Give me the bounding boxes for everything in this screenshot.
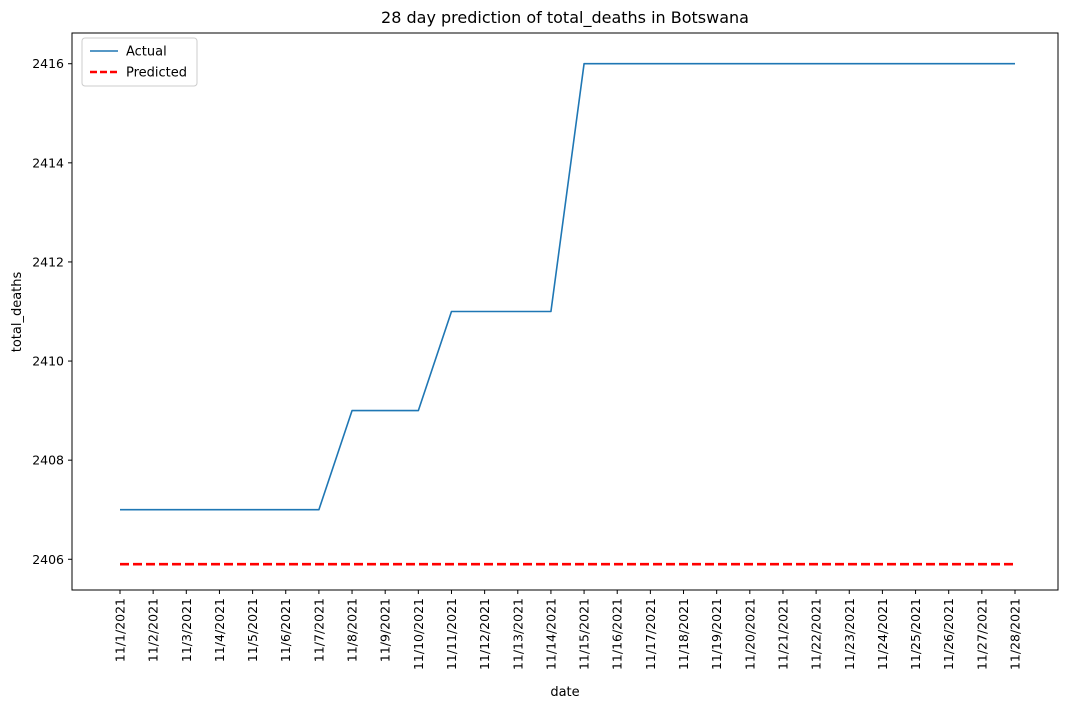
plot-frame	[71, 32, 1059, 591]
x-tick-label: 11/10/2021	[411, 598, 426, 670]
x-tick-label: 11/20/2021	[742, 598, 757, 670]
x-tick-label: 11/12/2021	[477, 598, 492, 670]
x-tick-label: 11/15/2021	[577, 598, 592, 670]
x-tick-label: 11/11/2021	[444, 598, 459, 670]
x-tick-label: 11/23/2021	[842, 598, 857, 670]
x-tick-label: 11/25/2021	[908, 598, 923, 670]
x-tick-label: 11/5/2021	[245, 598, 260, 662]
y-tick-label: 2410	[32, 354, 64, 369]
x-tick-label: 11/1/2021	[113, 598, 128, 662]
x-tick-label: 11/18/2021	[676, 598, 691, 670]
x-tick-label: 11/24/2021	[875, 598, 890, 670]
x-tick-label: 11/4/2021	[212, 598, 227, 662]
x-tick-label: 11/21/2021	[775, 598, 790, 670]
x-tick-label: 11/19/2021	[709, 598, 724, 670]
chart-title: 28 day prediction of total_deaths in Bot…	[381, 8, 749, 28]
x-tick-label: 11/17/2021	[643, 598, 658, 670]
x-tick-label: 11/28/2021	[1008, 598, 1023, 670]
plot-area	[71, 32, 1059, 591]
y-axis-label: total_deaths	[10, 272, 25, 353]
x-tick-label: 11/9/2021	[378, 598, 393, 662]
y-tick-label: 2412	[32, 254, 64, 269]
x-tick-label: 11/26/2021	[941, 598, 956, 670]
x-tick-label: 11/2/2021	[146, 598, 161, 662]
y-tick-label: 2414	[32, 155, 64, 170]
x-tick-label: 11/6/2021	[278, 598, 293, 662]
y-axis: 2406 2408 2410 2412 2414 2416	[32, 56, 72, 567]
x-axis: 11/1/2021 11/2/2021 11/3/2021 11/4/2021 11/5…	[113, 590, 1023, 670]
series-layer	[120, 62, 1015, 566]
x-tick-label: 11/8/2021	[345, 598, 360, 662]
y-tick-label: 2408	[32, 453, 64, 468]
legend: Actual Predicted	[81, 37, 198, 87]
x-tick-label: 11/3/2021	[179, 598, 194, 662]
legend-label-predicted: Predicted	[126, 66, 187, 81]
x-tick-label: 11/14/2021	[543, 598, 558, 670]
x-tick-label: 11/16/2021	[610, 598, 625, 670]
x-axis-label: date	[550, 685, 579, 700]
x-tick-label: 11/13/2021	[510, 598, 525, 670]
legend-label-actual: Actual	[126, 45, 167, 60]
y-tick-label: 2406	[32, 552, 64, 567]
series-line-actual	[120, 62, 1015, 511]
legend-box	[81, 37, 198, 87]
x-tick-label: 11/22/2021	[809, 598, 824, 670]
x-tick-label: 11/27/2021	[974, 598, 989, 670]
y-tick-label: 2416	[32, 56, 64, 71]
x-tick-label: 11/7/2021	[311, 598, 326, 662]
